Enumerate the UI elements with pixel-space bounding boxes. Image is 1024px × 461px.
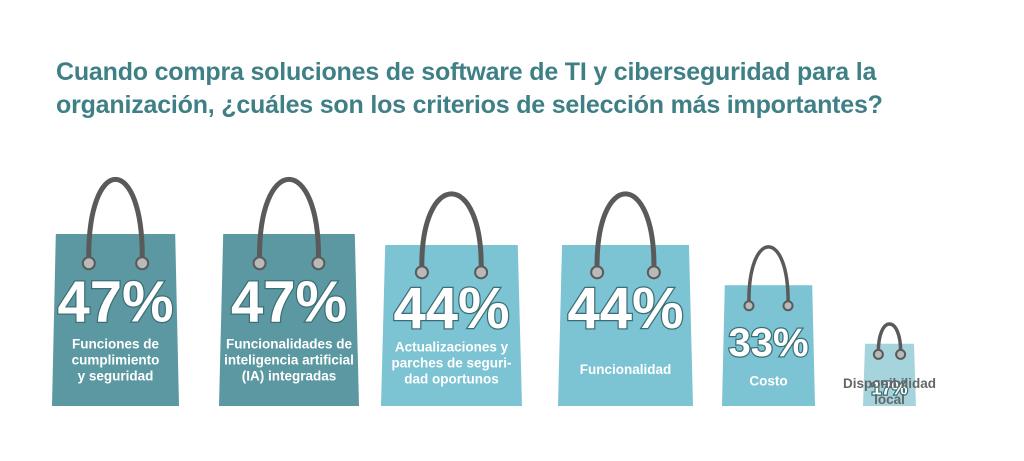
category-label: Funcionalidad: [580, 362, 672, 377]
chart-title: Cuando compra soluciones de software de …: [56, 56, 956, 122]
category-label: Funciones de cumplimiento y seguridad: [72, 336, 160, 383]
category-label-line: local: [874, 392, 905, 407]
handle-icon: [594, 191, 657, 275]
bar-bag-2: [219, 234, 359, 406]
data-label: 47%: [231, 270, 347, 335]
handle-hole-icon: [81, 256, 96, 271]
handle-icon: [747, 245, 790, 308]
data-label: 44%: [393, 276, 509, 341]
handle-hole-icon: [414, 265, 429, 280]
category-label: Disponibilidad local: [843, 376, 936, 407]
category-label-line: (IA) integradas: [242, 368, 337, 383]
bag-1: 47%Funciones de cumplimiento y seguridad: [52, 177, 179, 406]
data-label: 47%: [57, 270, 173, 335]
category-label-line: y seguridad: [78, 368, 154, 383]
category-label: Funcionalidades de inteligencia artificia…: [224, 336, 354, 383]
handle-hole-icon: [895, 348, 907, 360]
bag-6: 17%Disponibilidad local: [843, 322, 936, 407]
chart-title-line-1: Cuando compra soluciones de software de …: [56, 58, 877, 86]
handle-hole-icon: [135, 256, 150, 271]
category-label-line: Funcionalidades de: [226, 336, 353, 351]
handle-hole-icon: [311, 256, 326, 271]
bar-bag-3: [381, 244, 522, 406]
handle-icon: [257, 177, 321, 266]
category-label-line: Disponibilidad: [843, 376, 936, 391]
data-label: 44%: [567, 276, 683, 341]
bar-bag-4: [558, 244, 693, 406]
handle-hole-icon: [252, 256, 267, 271]
handle-icon: [876, 322, 903, 357]
handle-hole-icon: [782, 300, 794, 312]
handle-icon: [86, 177, 145, 266]
chart-title-line-2: organización, ¿cuáles son los criterios …: [56, 91, 883, 119]
category-label-line: parches de seguri-: [391, 356, 511, 371]
data-label: 33%: [728, 321, 808, 365]
category-label-line: Funcionalidad: [580, 362, 672, 377]
handle-hole-icon: [646, 265, 661, 280]
category-label: Actualizaciones y parches de seguri-dad o…: [391, 340, 511, 387]
bag-3: 44%Actualizaciones y parches de seguri-da…: [381, 191, 522, 406]
bar-bag-1: [52, 234, 179, 406]
bar-bag-5: [722, 285, 815, 406]
category-label-line: Funciones de: [72, 336, 160, 351]
category-label-line: Costo: [749, 373, 787, 388]
handle-hole-icon: [743, 300, 755, 312]
handle-hole-icon: [474, 265, 489, 280]
bag-5: 33% Costo: [722, 245, 815, 406]
category-label-line: cumplimiento: [72, 352, 160, 367]
category-label-line: dad oportunos: [404, 372, 499, 387]
category-label-line: Actualizaciones y: [395, 340, 509, 355]
bag-2: 47%Funcionalidades de inteligencia artifi…: [219, 177, 359, 406]
category-label-line: inteligencia artificial: [224, 352, 354, 367]
category-label: Costo: [749, 373, 787, 388]
handle-hole-icon: [872, 348, 884, 360]
data-label: 17%: [871, 379, 907, 399]
bag-4: 44% Funcionalidad: [558, 191, 693, 406]
handle-icon: [419, 191, 484, 275]
handle-hole-icon: [590, 265, 605, 280]
